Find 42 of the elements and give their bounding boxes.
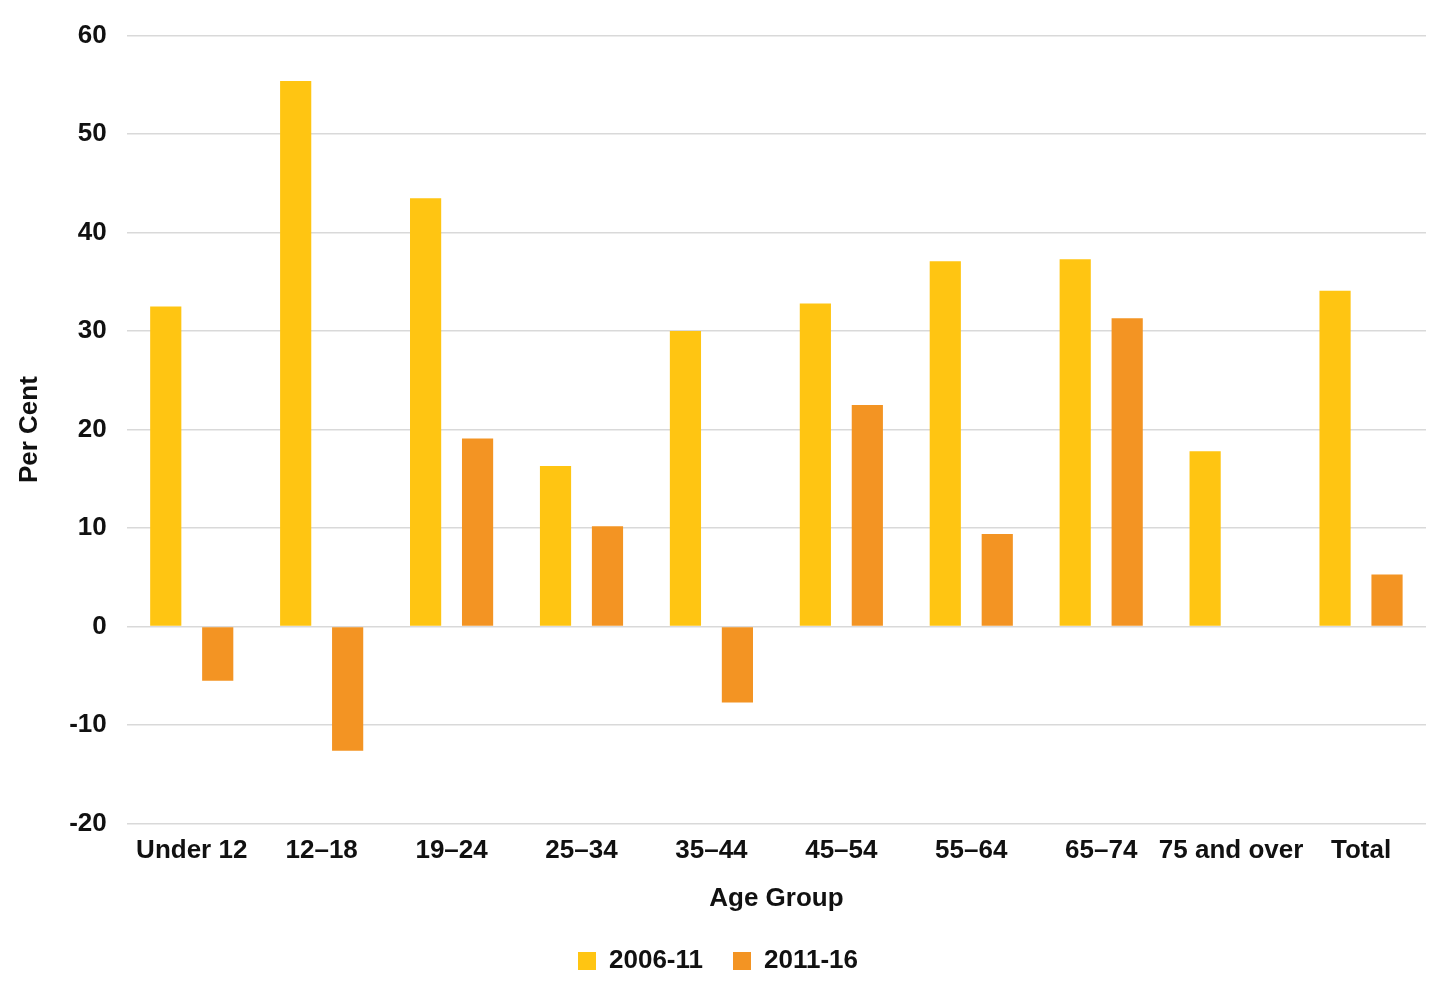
x-tick-label: 35–44 [675, 834, 749, 865]
y-tick-label: -10 [69, 708, 107, 739]
y-tick-label: 40 [77, 215, 107, 246]
x-tick-label: 12–18 [285, 834, 358, 865]
x-tick-label: Under 12 [136, 834, 248, 865]
bar [1059, 259, 1091, 626]
x-tick-label: 45–54 [805, 834, 879, 865]
x-tick-label: 75 and over [1158, 834, 1304, 865]
bar [280, 80, 312, 626]
bar [929, 261, 961, 626]
x-tick-label: 55–64 [935, 834, 1008, 865]
legend-label: 2011-16 [764, 944, 858, 975]
x-tick-label: Total [1330, 834, 1392, 865]
bar [799, 303, 831, 626]
y-tick-label: 30 [77, 314, 107, 345]
bar [1371, 574, 1403, 626]
y-axis-title: Per Cent [12, 375, 43, 484]
bar [981, 534, 1013, 626]
x-axis-title: Age Group [709, 881, 844, 912]
bar [410, 198, 442, 626]
x-tick-label: 65–74 [1065, 834, 1138, 865]
y-tick-label: 0 [92, 609, 107, 640]
y-tick-label: -20 [69, 806, 107, 837]
y-tick-label: 10 [77, 511, 107, 542]
bar [851, 404, 883, 626]
legend-label: 2006-11 [609, 944, 703, 975]
x-tick-label: 19–24 [415, 834, 489, 865]
x-tick-label: 25–34 [545, 834, 619, 865]
bar [591, 526, 624, 626]
y-tick-label: 60 [77, 18, 107, 49]
bar [461, 438, 494, 626]
bar [539, 466, 572, 626]
bar [150, 306, 182, 626]
bar [1189, 451, 1221, 626]
bar [1111, 318, 1143, 626]
bar [332, 627, 364, 751]
y-tick-label: 20 [77, 412, 107, 443]
bar [721, 627, 753, 703]
y-tick-label: 50 [77, 117, 107, 148]
bar [202, 627, 234, 681]
bar [1319, 290, 1351, 626]
bar [669, 331, 702, 626]
